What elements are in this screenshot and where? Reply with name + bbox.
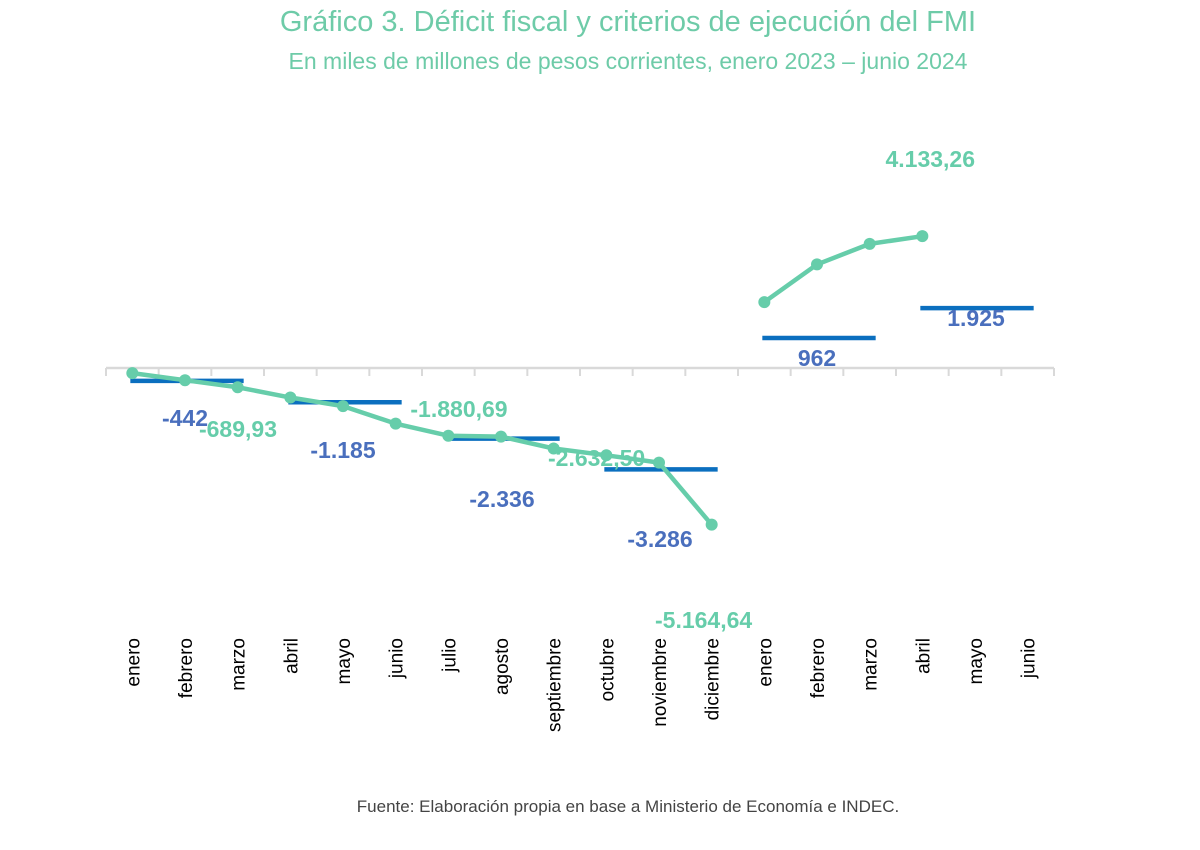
deficit-data-label: -2.632,50 (548, 445, 645, 471)
deficit-data-label: 4.133,26 (885, 146, 975, 172)
x-tick-label: septiembre (545, 638, 566, 732)
target-data-label: -442 (162, 405, 208, 431)
chart-source: Fuente: Elaboración propia en base a Min… (356, 797, 900, 816)
x-tick-label: julio (439, 638, 460, 673)
deficit-point (600, 449, 613, 462)
x-tick-label: junio (387, 638, 408, 679)
deficit-point (495, 430, 507, 443)
target-data-label: 1.925 (947, 305, 1005, 331)
x-tick-label: abril (913, 638, 934, 674)
x-tick-label: mayo (334, 638, 355, 684)
deficit-series-line (763, 233, 923, 304)
deficit-point (126, 367, 139, 380)
deficit-point (653, 456, 665, 469)
x-tick-label: octubre (597, 638, 618, 701)
deficit-data-label: -689,93 (199, 416, 277, 442)
x-tick-label: diciembre (703, 638, 724, 720)
deficit-point (284, 391, 297, 404)
x-tick-label: marzo (229, 638, 250, 691)
deficit-point (916, 230, 929, 243)
x-tick-label: enero (755, 638, 776, 687)
chart-subtitle: En miles de millones de pesos corrientes… (288, 48, 968, 74)
target-data-label: 962 (798, 345, 836, 371)
x-tick-label: febrero (808, 638, 829, 698)
deficit-point (442, 429, 455, 442)
deficit-point (705, 518, 718, 531)
x-tick-label: febrero (176, 638, 197, 698)
deficit-series-line (132, 370, 714, 527)
x-tick-label: agosto (492, 638, 513, 695)
x-tick-label: junio (1019, 638, 1040, 679)
deficit-point (389, 417, 402, 430)
deficit-point (863, 237, 876, 250)
x-tick-label: abril (281, 638, 302, 674)
deficit-data-label: -5.164,64 (655, 607, 752, 633)
deficit-point (179, 374, 191, 387)
deficit-point (337, 400, 349, 413)
x-tick-label: mayo (966, 638, 987, 684)
x-tick-label: noviembre (650, 638, 671, 727)
deficit-point (231, 381, 244, 394)
target-data-label: -2.336 (469, 486, 534, 512)
x-tick-label: enero (123, 638, 144, 687)
target-data-label: -1.185 (310, 437, 375, 463)
x-tick-label: marzo (861, 638, 882, 691)
target-data-label: -3.286 (627, 526, 692, 552)
deficit-point (811, 258, 823, 271)
chart-title: Gráfico 3. Déficit fiscal y criterios de… (279, 6, 977, 38)
deficit-point (758, 296, 771, 309)
deficit-point (547, 442, 560, 455)
deficit-data-label: -1.880,69 (410, 396, 507, 422)
